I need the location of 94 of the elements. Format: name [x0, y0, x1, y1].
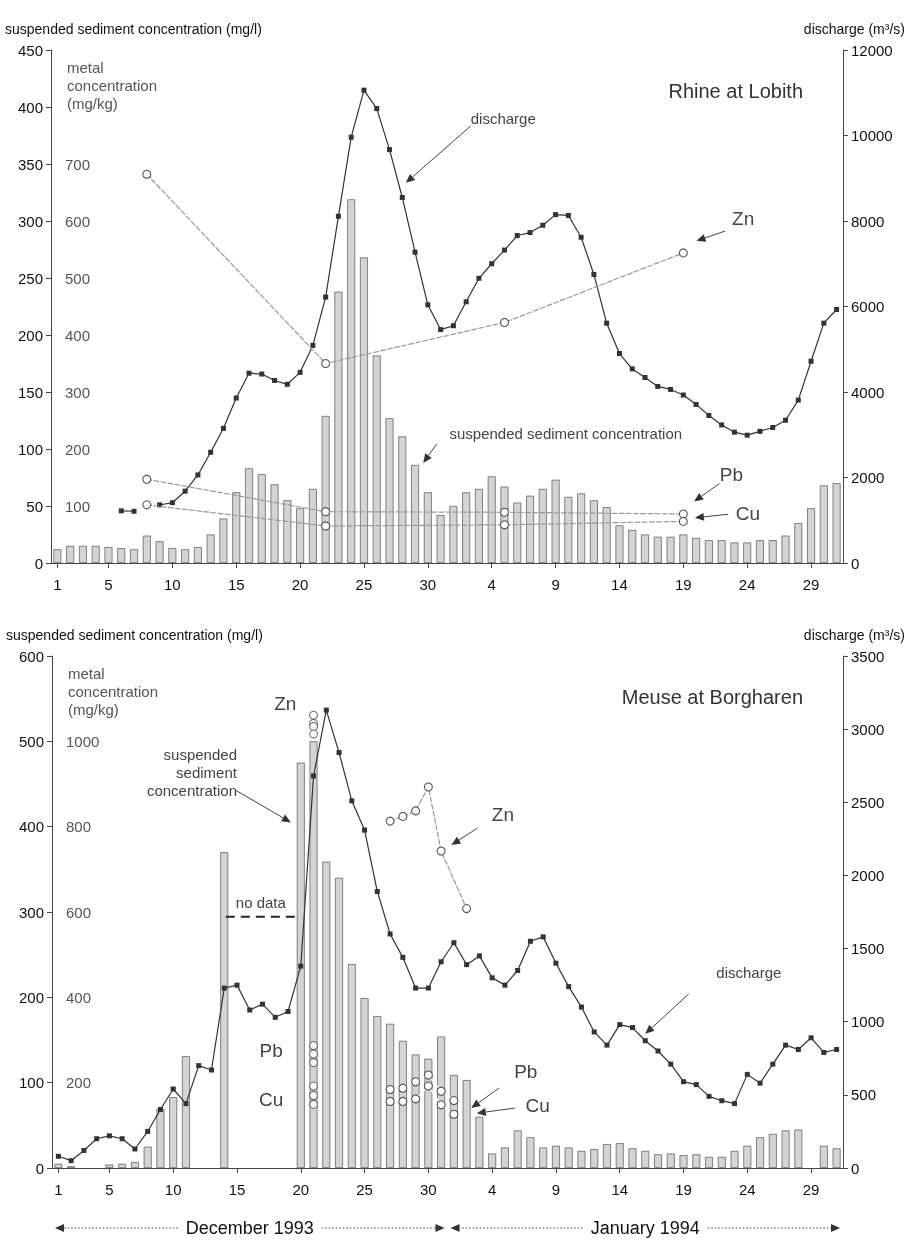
text: January 1994	[590, 1218, 700, 1238]
y3-tick-label: 700	[65, 155, 91, 173]
annotation: Pb	[514, 1060, 538, 1082]
annotation: Zn	[491, 803, 514, 825]
y3-axis-title: metal concentration (mg/kg)	[68, 664, 159, 718]
y2-tick-label: 6000	[851, 298, 885, 315]
x-tick-label: 29	[802, 576, 820, 593]
y-tick-label: 50	[26, 497, 43, 515]
y-tick-label: 300	[17, 212, 43, 230]
x-tick-label: 24	[738, 1181, 756, 1198]
y3-tick-label: 200	[66, 1074, 92, 1092]
x-tick-label: 15	[227, 576, 245, 593]
y-tick-label: 250	[17, 269, 43, 287]
annotation: Zn	[732, 208, 755, 230]
y-tick-label: 0	[35, 1159, 44, 1177]
y2-tick-label: 0	[851, 554, 860, 572]
y-tick-label: 100	[18, 1074, 44, 1092]
y3-tick-label: 800	[66, 818, 92, 836]
y3-tick-label: 600	[66, 903, 92, 921]
y-tick-label: 400	[18, 818, 44, 836]
y3-axis-title: metal concentration (mg/kg)	[67, 58, 158, 112]
x-tick-label: 19	[674, 576, 692, 593]
y3-tick-label: 500	[65, 269, 91, 287]
y3-tick-label: 1000	[66, 732, 100, 750]
y2-axis-title: discharge (m³/s)	[803, 21, 905, 37]
annotation: discharge	[716, 964, 782, 982]
x-tick-label: 29	[802, 1181, 820, 1198]
annotation: Zn	[274, 692, 297, 714]
annotation: Cu	[258, 1089, 284, 1111]
y3-tick-label: 400	[65, 326, 91, 344]
y-tick-label: 150	[17, 383, 43, 401]
y2-tick-label: 2500	[851, 793, 885, 811]
y3-tick-label: 600	[65, 212, 91, 230]
y2-tick-label: 3000	[851, 720, 885, 738]
y-tick-label: 450	[17, 41, 43, 59]
text: Rhine at Lobith	[668, 80, 804, 102]
text: December 1993	[185, 1218, 314, 1238]
y2-tick-label: 12000	[851, 41, 893, 59]
x-tick-label: 9	[551, 1181, 561, 1198]
x-tick-label: 5	[104, 576, 113, 593]
annotation: Cu	[525, 1094, 550, 1116]
annotation: suspended sediment concentration	[449, 424, 683, 442]
y-tick-label: 400	[17, 98, 43, 116]
x-tick-label: 25	[356, 1181, 373, 1198]
y3-tick-label: 300	[65, 383, 91, 401]
y3-tick-label: 400	[66, 988, 92, 1006]
y2-tick-label: 3500	[851, 647, 885, 665]
y-tick-label: 500	[18, 732, 44, 750]
annotation: Cu	[735, 502, 761, 524]
y-tick-label: 200	[17, 326, 43, 344]
annotation: no data	[235, 894, 287, 912]
y2-tick-label: 8000	[851, 212, 885, 230]
y-tick-label: 0	[34, 554, 43, 572]
y2-tick-label: 500	[851, 1086, 877, 1104]
annotation: discharge	[470, 110, 536, 128]
x-tick-label: 14	[611, 576, 628, 593]
y-axis-title: suspended sediment concentration (mg/l)	[6, 627, 263, 643]
y2-tick-label: 10000	[851, 127, 893, 144]
x-tick-label: 10	[164, 1181, 182, 1198]
y-tick-label: 350	[17, 155, 43, 173]
y-tick-label: 200	[18, 988, 44, 1006]
x-tick-label: 1	[53, 576, 62, 593]
y2-tick-label: 1000	[851, 1013, 885, 1031]
y3-tick-label: 200	[65, 440, 91, 458]
y2-axis-title: discharge (m³/s)	[803, 627, 905, 643]
x-tick-label: 20	[292, 1181, 310, 1198]
x-tick-label: 15	[228, 1181, 246, 1198]
y2-tick-label: 0	[851, 1159, 860, 1177]
x-tick-label: 30	[419, 576, 437, 593]
x-tick-label: 20	[291, 576, 309, 593]
x-tick-label: 4	[487, 576, 496, 593]
y2-tick-label: 1500	[851, 940, 885, 958]
x-tick-label: 9	[551, 576, 560, 593]
annotation: Pb	[719, 464, 743, 486]
y-tick-label: 300	[18, 903, 44, 921]
x-tick-label: 10	[164, 576, 181, 593]
x-tick-label: 4	[487, 1181, 497, 1198]
x-tick-label: 30	[420, 1181, 437, 1198]
annotation: Pb	[259, 1040, 283, 1062]
y2-tick-label: 2000	[851, 866, 885, 884]
x-tick-label: 19	[675, 1181, 692, 1198]
x-tick-label: 14	[611, 1181, 629, 1198]
text: Meuse at Borgharen	[621, 686, 804, 708]
x-tick-label: 1	[54, 1181, 63, 1198]
y3-tick-label: 100	[65, 497, 91, 515]
y-tick-label: 100	[17, 440, 43, 458]
x-tick-label: 5	[105, 1181, 114, 1198]
y-axis-title: suspended sediment concentration (mg/l)	[5, 21, 262, 37]
y2-tick-label: 4000	[851, 383, 885, 401]
x-tick-label: 25	[355, 576, 373, 593]
x-tick-label: 24	[738, 576, 756, 593]
annotation: suspended sediment concentration	[146, 745, 238, 799]
y-tick-label: 600	[18, 647, 44, 665]
y2-tick-label: 2000	[851, 469, 885, 486]
